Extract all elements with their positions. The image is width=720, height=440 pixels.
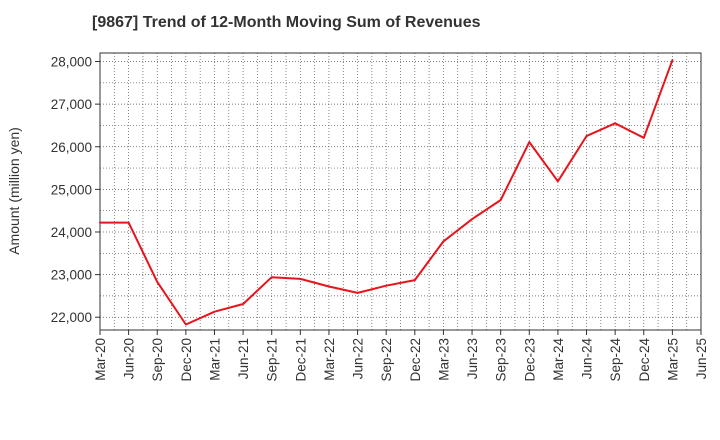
x-tick-label: Dec-22: [408, 338, 423, 382]
x-tick-label: Sep-24: [608, 338, 623, 382]
x-tick-label: Sep-21: [265, 338, 280, 382]
y-tick-label: 22,000: [51, 310, 92, 325]
x-tick-label: Dec-24: [637, 338, 652, 382]
x-tick-label: Mar-21: [207, 338, 222, 381]
chart-title: [9867] Trend of 12-Month Moving Sum of R…: [92, 14, 481, 31]
x-tick-label: Mar-23: [436, 338, 451, 381]
x-tick-label: Sep-22: [379, 338, 394, 382]
x-tick-label: Mar-25: [665, 338, 680, 381]
x-tick-label: Sep-20: [150, 338, 165, 382]
axes: [95, 52, 702, 335]
series-line: [99, 59, 674, 326]
x-tick-label: Mar-20: [93, 338, 108, 381]
labels: Amount (million yen) 22,000 23,000 24,000 2…: [6, 55, 709, 382]
x-tick-label: Mar-22: [322, 338, 337, 381]
y-tick-label: 28,000: [51, 55, 92, 70]
y-tick-label: 24,000: [51, 225, 92, 240]
y-tick-label: 23,000: [51, 268, 92, 283]
x-tick-label: Jun-22: [351, 338, 366, 379]
y-axis-label: Amount (million yen): [6, 127, 22, 255]
y-tick-label: 26,000: [51, 140, 92, 155]
x-tick-label: Sep-23: [494, 338, 509, 382]
series-layer: [99, 59, 674, 326]
x-tick-label: Jun-21: [236, 338, 251, 379]
x-tick-label: Dec-20: [179, 338, 194, 382]
plot-frame: [99, 52, 702, 331]
x-tick-label: Jun-25: [694, 338, 709, 379]
x-tick-label: Jun-24: [580, 338, 595, 380]
y-tick-label: 25,000: [51, 182, 92, 197]
x-tick-label: Jun-23: [465, 338, 480, 379]
x-tick-label: Mar-24: [551, 338, 566, 381]
x-tick-label: Jun-20: [122, 338, 137, 379]
grid: [99, 53, 702, 330]
x-tick-label: Dec-21: [293, 338, 308, 382]
y-tick-label: 27,000: [51, 97, 92, 112]
x-tick-label: Dec-23: [522, 338, 537, 382]
